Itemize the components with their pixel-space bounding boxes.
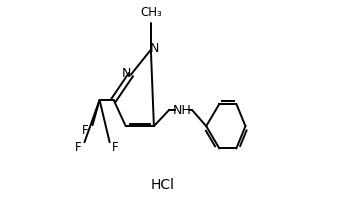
Text: NH: NH [173, 104, 192, 116]
Text: HCl: HCl [151, 177, 175, 192]
Text: N: N [149, 42, 159, 55]
Text: F: F [75, 141, 82, 154]
Text: N: N [122, 67, 131, 80]
Text: F: F [82, 124, 89, 137]
Text: CH₃: CH₃ [140, 6, 162, 19]
Text: F: F [113, 141, 119, 154]
